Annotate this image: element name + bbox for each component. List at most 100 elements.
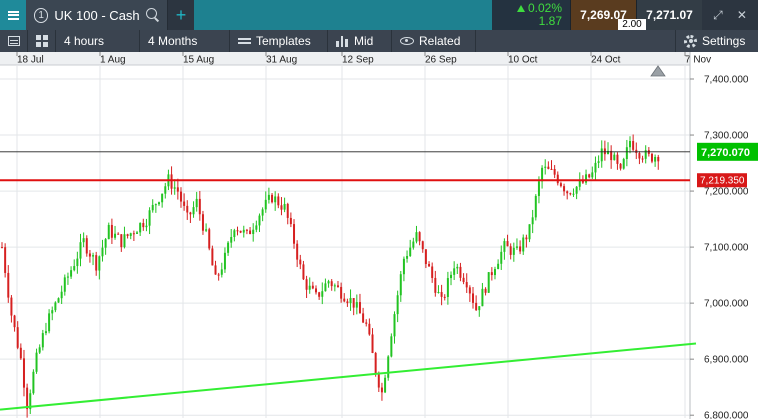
- candle-body: [384, 377, 387, 393]
- tab-uk100[interactable]: 1 UK 100 - Cash: [26, 0, 168, 30]
- top-bar-spacer: [194, 0, 492, 30]
- candle-body: [38, 347, 41, 353]
- candle-body: [355, 302, 358, 308]
- candle-body: [402, 258, 405, 275]
- candle-body: [132, 233, 135, 235]
- candle-body: [531, 217, 534, 225]
- candle-body: [258, 215, 261, 226]
- candle-body: [264, 199, 267, 210]
- candle-body: [299, 259, 302, 265]
- interval-selector[interactable]: 4 hours: [56, 30, 140, 52]
- candle-body: [453, 268, 456, 275]
- candle-body: [79, 242, 82, 259]
- candle-body: [638, 153, 641, 159]
- candle-body: [525, 237, 528, 240]
- date-label: 15 Aug: [183, 55, 214, 66]
- plus-icon: +: [175, 4, 187, 25]
- candle-body: [475, 302, 478, 311]
- candle-body: [625, 147, 628, 160]
- sell-price-button[interactable]: 7,269.07: [570, 0, 636, 30]
- candle-body: [497, 263, 500, 270]
- candle-body: [321, 291, 324, 297]
- buy-price-button[interactable]: 7,271.07: [636, 0, 702, 30]
- candle-body: [450, 274, 453, 279]
- settings-button[interactable]: Settings: [676, 30, 758, 52]
- price-label: 6,900.000: [704, 355, 749, 366]
- candle-body: [129, 233, 132, 236]
- candle-body: [227, 242, 230, 253]
- layout-button[interactable]: [28, 30, 56, 52]
- list-icon: [7, 36, 20, 46]
- candle-body: [443, 296, 446, 298]
- candle-body: [305, 279, 308, 290]
- price-label: 6,800.000: [704, 411, 749, 419]
- candle-body: [170, 174, 173, 189]
- candle-body: [57, 298, 60, 303]
- candle-body: [271, 194, 274, 203]
- candle-body: [600, 148, 603, 162]
- scroll-up-icon[interactable]: [650, 65, 666, 77]
- search-icon[interactable]: [145, 8, 159, 22]
- candle-body: [399, 274, 402, 296]
- grid-icon: [35, 35, 48, 47]
- candle-body: [650, 153, 653, 162]
- candle-body: [541, 167, 544, 182]
- candle-body: [506, 241, 509, 247]
- candle-body: [537, 181, 540, 196]
- candle-body: [616, 154, 619, 164]
- expand-icon[interactable]: ⤢: [713, 7, 723, 22]
- date-label: 12 Sep: [342, 55, 374, 66]
- date-label: 18 Jul: [17, 55, 44, 66]
- candle-body: [48, 313, 51, 332]
- candle-body: [41, 333, 44, 348]
- templates-button[interactable]: Templates: [230, 30, 328, 52]
- current-price-marker: [697, 142, 758, 161]
- candle-body: [641, 158, 644, 160]
- candle-body: [566, 191, 569, 194]
- candle-body: [607, 150, 610, 155]
- date-label: 31 Aug: [266, 55, 297, 66]
- candle-body: [487, 272, 490, 293]
- menu-button[interactable]: [0, 0, 26, 30]
- candle-body: [578, 180, 581, 187]
- candle-body: [296, 243, 299, 260]
- trend-line[interactable]: [0, 342, 697, 411]
- candle-body: [29, 393, 32, 410]
- candle-body: [456, 266, 459, 269]
- candle-body: [32, 371, 35, 394]
- candle-body: [374, 352, 377, 374]
- candle-body: [145, 225, 148, 228]
- candle-body: [572, 193, 575, 195]
- candle-body: [211, 248, 214, 266]
- tab-number-badge: 1: [34, 7, 49, 23]
- candle-body: [500, 251, 503, 264]
- candle-body: [220, 269, 223, 275]
- list-view-button[interactable]: [0, 30, 28, 52]
- candle-body: [352, 298, 355, 308]
- related-button[interactable]: Related: [392, 30, 476, 52]
- candle-body: [550, 168, 553, 170]
- candle-body: [362, 313, 365, 323]
- close-icon[interactable]: ✕: [736, 8, 747, 22]
- date-axis-band: [0, 52, 690, 65]
- candle-body: [82, 238, 85, 243]
- price-type-button[interactable]: Mid: [328, 30, 392, 52]
- candle-body: [613, 154, 616, 161]
- add-tab-button[interactable]: +: [168, 0, 194, 30]
- candle-body: [192, 207, 195, 215]
- eye-icon: [400, 37, 414, 45]
- candle-body: [569, 193, 572, 195]
- candle-body: [377, 373, 380, 388]
- candle-body: [588, 174, 591, 178]
- range-selector[interactable]: 4 Months: [140, 30, 230, 52]
- candles-icon: [336, 35, 349, 47]
- price-label: 7,200.000: [704, 187, 749, 198]
- candle-body: [274, 196, 277, 203]
- candle-body: [654, 156, 657, 162]
- candle-body: [249, 230, 252, 235]
- candle-body: [428, 264, 431, 267]
- price-chart[interactable]: 18 Jul 1 Aug 15 Aug 31 Aug 12 Sep 26 Sep 10 Oc…: [0, 52, 758, 419]
- candle-body: [186, 205, 189, 213]
- candle-body: [380, 387, 383, 393]
